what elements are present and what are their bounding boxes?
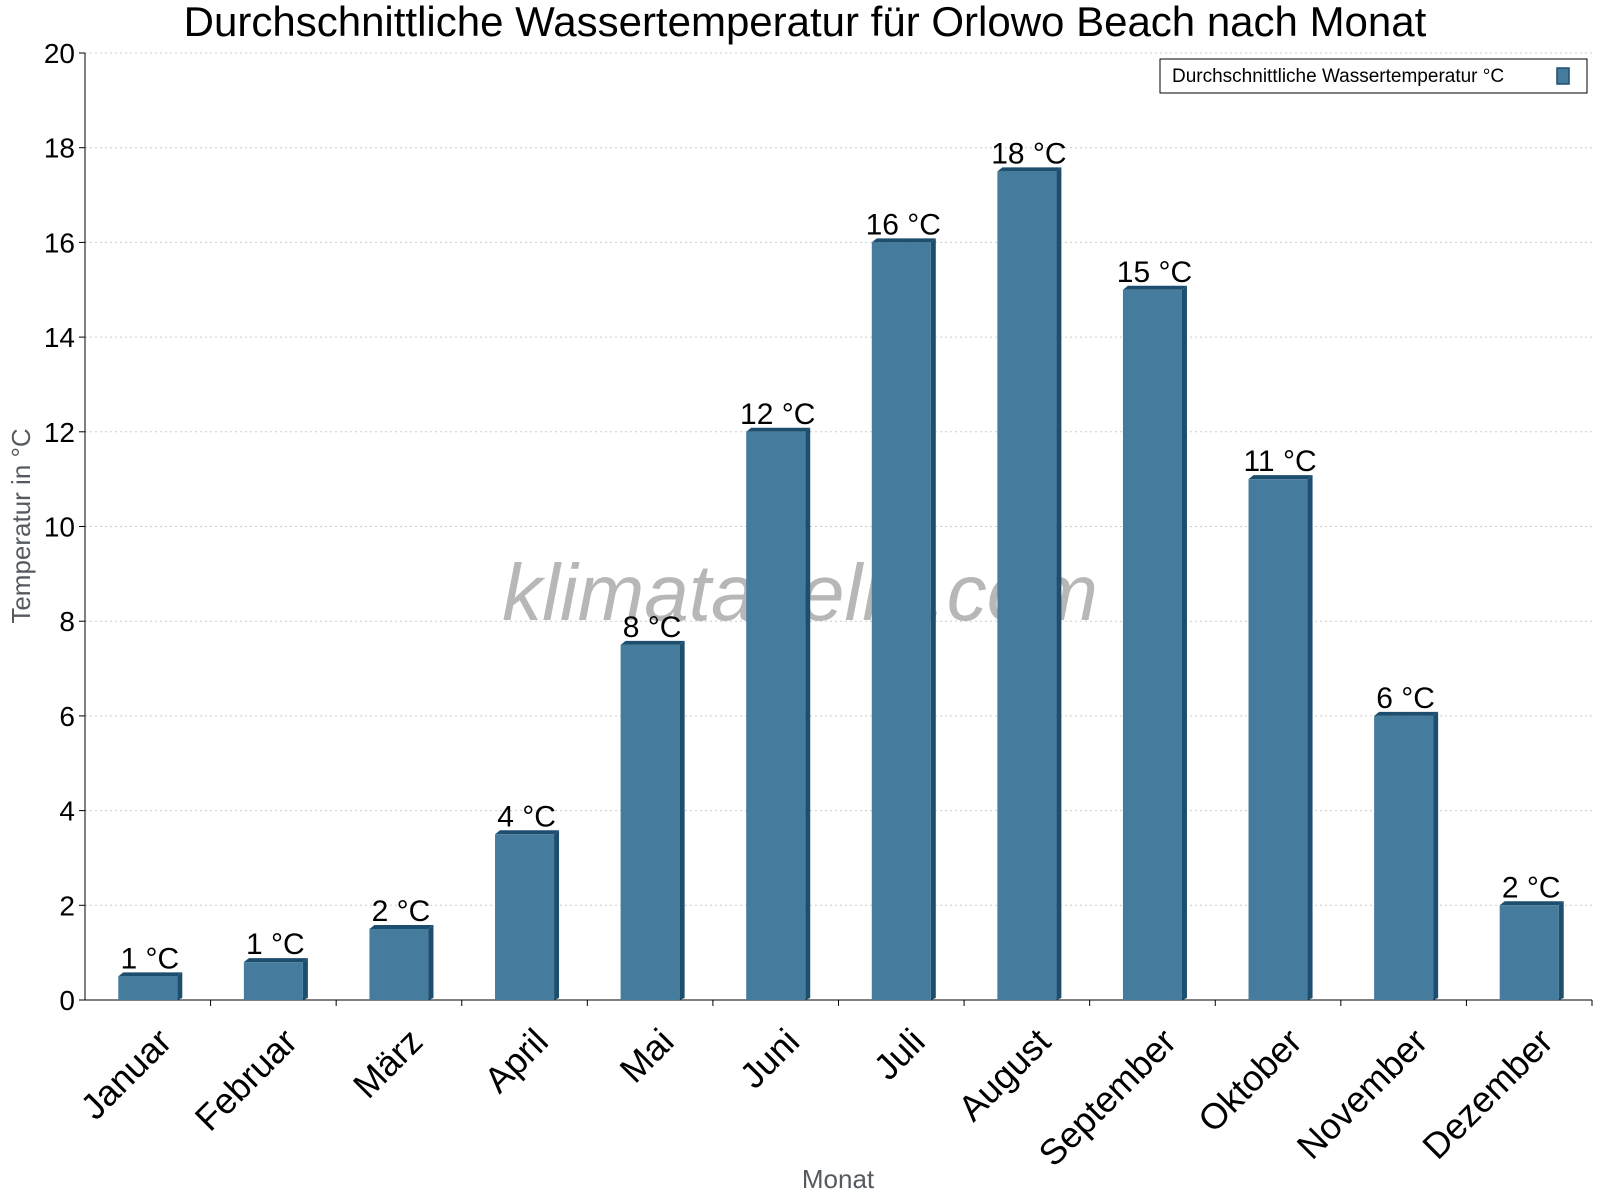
bar-side — [177, 972, 183, 1000]
data-label: 8 °C — [623, 611, 682, 644]
legend: Durchschnittliche Wassertemperatur °C — [1159, 58, 1588, 94]
data-label: 15 °C — [1117, 256, 1192, 289]
x-tick-label: Juli — [866, 1020, 933, 1087]
bar-top — [997, 167, 1062, 172]
y-tick-label: 20 — [44, 38, 75, 69]
grid — [85, 52, 1592, 906]
data-label: 16 °C — [866, 208, 941, 241]
bar-top — [1374, 711, 1439, 716]
bar-top — [495, 830, 560, 835]
bar-side — [302, 958, 308, 1000]
x-tick-label: Juni — [731, 1020, 807, 1096]
bar-side — [1181, 285, 1187, 1000]
data-label: 1 °C — [246, 928, 305, 961]
data-label: 1 °C — [120, 942, 179, 975]
x-tick-label: November — [1289, 1020, 1435, 1166]
bar — [1374, 715, 1434, 1000]
bar-side — [1307, 475, 1313, 1000]
data-label: 12 °C — [740, 398, 815, 431]
bar — [997, 171, 1057, 1000]
data-label: 18 °C — [991, 137, 1066, 170]
bar-side — [679, 640, 685, 1000]
bar — [746, 431, 806, 1000]
y-tick-label: 2 — [59, 890, 75, 921]
legend-box — [1159, 58, 1588, 94]
y-tick-label: 8 — [59, 606, 75, 637]
chart-title: Durchschnittliche Wassertemperatur für O… — [184, 0, 1427, 45]
bar-top — [369, 924, 434, 929]
legend-label: Durchschnittliche Wassertemperatur °C — [1172, 66, 1504, 87]
x-axis-title: Monat — [802, 1164, 875, 1194]
bar-top — [1122, 285, 1187, 290]
bar-side — [805, 427, 811, 1000]
bar-top — [1248, 475, 1313, 480]
x-tick-label: Februar — [187, 1020, 305, 1138]
data-label: 6 °C — [1376, 682, 1435, 715]
y-tick-label: 10 — [44, 512, 75, 543]
bar-top — [871, 238, 936, 243]
bar-side — [1056, 167, 1062, 1000]
bar-side — [930, 238, 936, 1000]
y-tick-label: 0 — [59, 985, 75, 1016]
bar — [1499, 905, 1559, 1000]
legend-swatch — [1556, 67, 1570, 85]
x-tick-label: August — [950, 1020, 1058, 1128]
y-axis: 0 2 4 6 8 10 12 14 16 18 20 — [44, 38, 86, 1016]
data-label: 2 °C — [1502, 871, 1561, 904]
bar-top — [243, 958, 308, 963]
data-label: 2 °C — [372, 895, 431, 928]
y-tick-label: 4 — [59, 796, 75, 827]
x-tick-label: April — [476, 1020, 556, 1100]
bar — [1248, 479, 1308, 1000]
y-tick-label: 18 — [44, 133, 75, 164]
bar — [871, 242, 931, 1000]
x-tick-label: Oktober — [1190, 1020, 1310, 1140]
bars — [118, 167, 1564, 1000]
x-tick-label: Januar — [72, 1020, 179, 1127]
bar — [118, 976, 178, 1000]
data-labels: 1 °C 1 °C 2 °C 4 °C 8 °C 12 °C 16 °C 18 °C 15 °C… — [120, 137, 1560, 975]
bar-side — [554, 830, 560, 1000]
bar-top — [118, 972, 183, 977]
bar — [1122, 289, 1182, 1000]
bar-side — [428, 924, 434, 1000]
data-label: 11 °C — [1243, 445, 1316, 478]
x-axis: Januar Februar März April Mai Juni Juli AugustS… — [72, 999, 1593, 1174]
bar-top — [1499, 901, 1564, 906]
y-tick-label: 12 — [44, 417, 75, 448]
bar-side — [1433, 711, 1439, 1000]
bar-top — [746, 427, 811, 432]
x-tick-label: September — [1030, 1020, 1184, 1174]
y-tick-label: 16 — [44, 227, 75, 258]
data-label: 4 °C — [497, 800, 556, 833]
y-axis-title: Temperatur in °C — [6, 428, 36, 623]
y-tick-label: 14 — [44, 322, 75, 353]
x-tick-label: Dezember — [1414, 1020, 1560, 1166]
bar — [620, 644, 680, 1000]
bar — [495, 834, 555, 1000]
bar — [369, 928, 429, 1000]
bar-top — [620, 640, 685, 645]
bar — [243, 962, 303, 1000]
bar-side — [1558, 901, 1564, 1000]
y-tick-label: 6 — [59, 701, 75, 732]
x-tick-label: März — [345, 1020, 431, 1106]
x-tick-label: Mai — [612, 1020, 682, 1090]
